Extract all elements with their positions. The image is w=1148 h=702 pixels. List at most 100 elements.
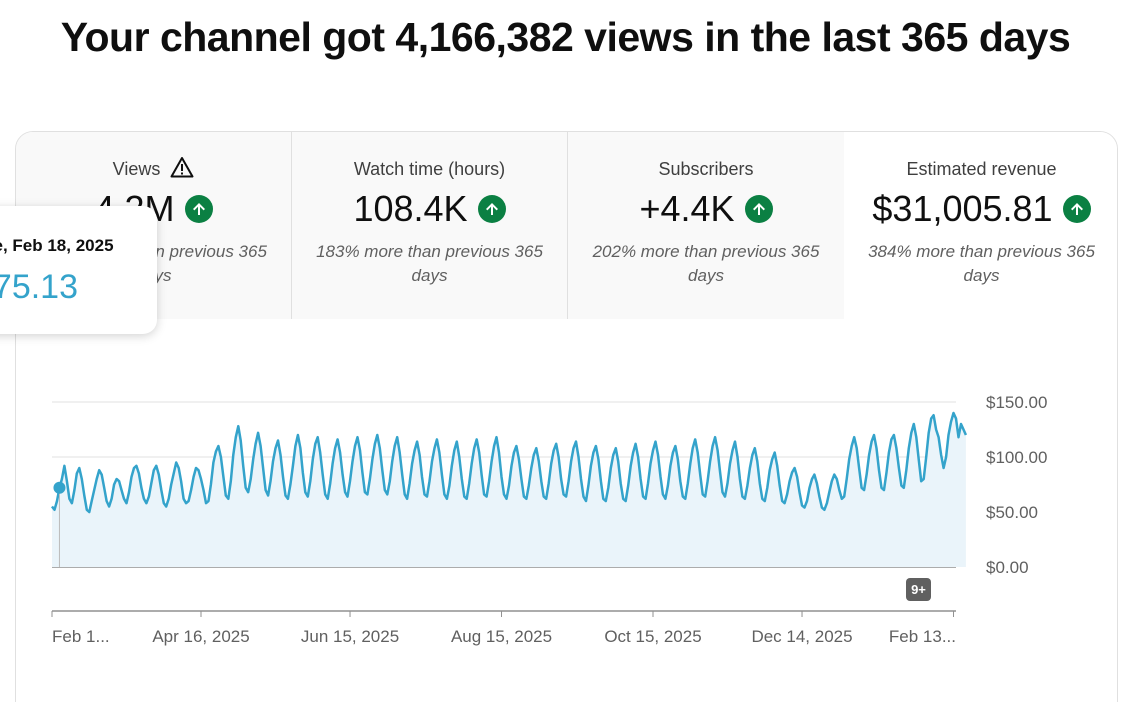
- data-point: [264, 489, 266, 491]
- revenue-chart-area[interactable]: $0.00 $50.00 $100.00 $150.00 Feb 1... Apr 16,…: [16, 319, 1118, 702]
- data-point: [883, 489, 885, 491]
- data-point: [642, 495, 644, 497]
- x-tick-label: Apr 16, 2025: [152, 627, 249, 646]
- tooltip-value: $75.13: [0, 268, 78, 306]
- data-point: [863, 489, 865, 491]
- data-point: [185, 502, 187, 504]
- data-point: [381, 469, 383, 471]
- data-point: [408, 482, 410, 484]
- data-point: [920, 480, 922, 482]
- annotations-badge[interactable]: 9+: [906, 578, 931, 601]
- data-point: [359, 449, 361, 451]
- data-point: [202, 489, 204, 491]
- data-point: [577, 456, 579, 458]
- data-point: [567, 480, 569, 482]
- data-point: [334, 447, 336, 449]
- warning-icon[interactable]: [170, 156, 194, 183]
- data-point: [523, 495, 525, 497]
- metric-tab-subscribers[interactable]: Subscribers +4.4K 202% more than previou…: [568, 132, 844, 319]
- data-point: [307, 495, 309, 497]
- metric-label: Estimated revenue: [906, 158, 1057, 179]
- data-point: [538, 460, 540, 462]
- data-point: [764, 500, 766, 502]
- data-point: [570, 460, 572, 462]
- data-point: [885, 471, 887, 473]
- data-point: [704, 495, 706, 497]
- data-point: [158, 473, 160, 475]
- series-line: [51, 411, 968, 514]
- data-point: [192, 476, 194, 478]
- data-point: [83, 494, 85, 496]
- data-point: [831, 480, 833, 482]
- data-point: [312, 458, 314, 460]
- data-point: [140, 487, 142, 489]
- data-point: [841, 498, 843, 500]
- data-point: [386, 493, 388, 495]
- data-point: [237, 425, 239, 427]
- data-point: [647, 482, 649, 484]
- data-point: [694, 438, 696, 440]
- data-point: [418, 454, 420, 456]
- y-tick-label: $50.00: [986, 503, 1038, 522]
- data-point: [96, 478, 98, 480]
- data-point: [582, 495, 584, 497]
- data-point: [426, 495, 428, 497]
- data-point: [816, 482, 818, 484]
- data-point: [389, 480, 391, 482]
- data-point: [396, 436, 398, 438]
- data-point: [113, 483, 115, 485]
- data-point: [371, 458, 373, 460]
- data-point: [548, 482, 550, 484]
- revenue-chart[interactable]: $0.00 $50.00 $100.00 $150.00 Feb 1... Apr 16,…: [16, 319, 1118, 702]
- data-point: [908, 447, 910, 449]
- data-point: [955, 417, 957, 419]
- data-point: [66, 480, 68, 482]
- metric-comparison: 384% more than previous 365 days: [868, 242, 1095, 285]
- data-point: [615, 447, 617, 449]
- data-point: [935, 428, 937, 430]
- metric-tab-watch-time[interactable]: Watch time (hours) 108.4K 183% more than…: [292, 132, 568, 319]
- metric-tab-revenue[interactable]: Estimated revenue $31,005.81 384% more t…: [844, 132, 1117, 319]
- data-point: [769, 469, 771, 471]
- data-point: [525, 498, 527, 500]
- data-point: [870, 440, 872, 442]
- data-point: [900, 484, 902, 486]
- chart-tooltip: Tue, Feb 18, 2025 $75.13: [0, 206, 157, 334]
- data-point: [513, 451, 515, 453]
- data-point: [597, 458, 599, 460]
- data-point: [195, 467, 197, 469]
- data-point: [259, 445, 261, 447]
- data-point: [327, 498, 329, 500]
- data-point: [123, 498, 125, 500]
- data-point: [145, 502, 147, 504]
- data-point: [903, 487, 905, 489]
- metric-label: Views: [112, 158, 161, 179]
- data-point: [662, 493, 664, 495]
- data-point: [175, 461, 177, 463]
- data-point: [895, 447, 897, 449]
- data-point: [341, 473, 343, 475]
- data-point: [466, 498, 468, 500]
- data-point: [294, 445, 296, 447]
- data-point: [493, 445, 495, 447]
- data-point: [843, 495, 845, 497]
- data-point: [364, 491, 366, 493]
- data-point: [783, 502, 785, 504]
- data-point: [135, 465, 137, 467]
- data-point: [823, 509, 825, 511]
- data-point: [632, 451, 634, 453]
- data-point: [71, 502, 73, 504]
- data-point: [110, 498, 112, 500]
- data-point: [786, 493, 788, 495]
- data-point: [518, 458, 520, 460]
- data-point: [729, 462, 731, 464]
- data-point: [302, 471, 304, 473]
- data-point: [716, 449, 718, 451]
- data-point: [860, 487, 862, 489]
- data-point: [508, 484, 510, 486]
- data-point: [838, 489, 840, 491]
- data-point: [344, 491, 346, 493]
- data-point: [130, 476, 132, 478]
- data-point: [374, 443, 376, 445]
- data-point: [160, 489, 162, 491]
